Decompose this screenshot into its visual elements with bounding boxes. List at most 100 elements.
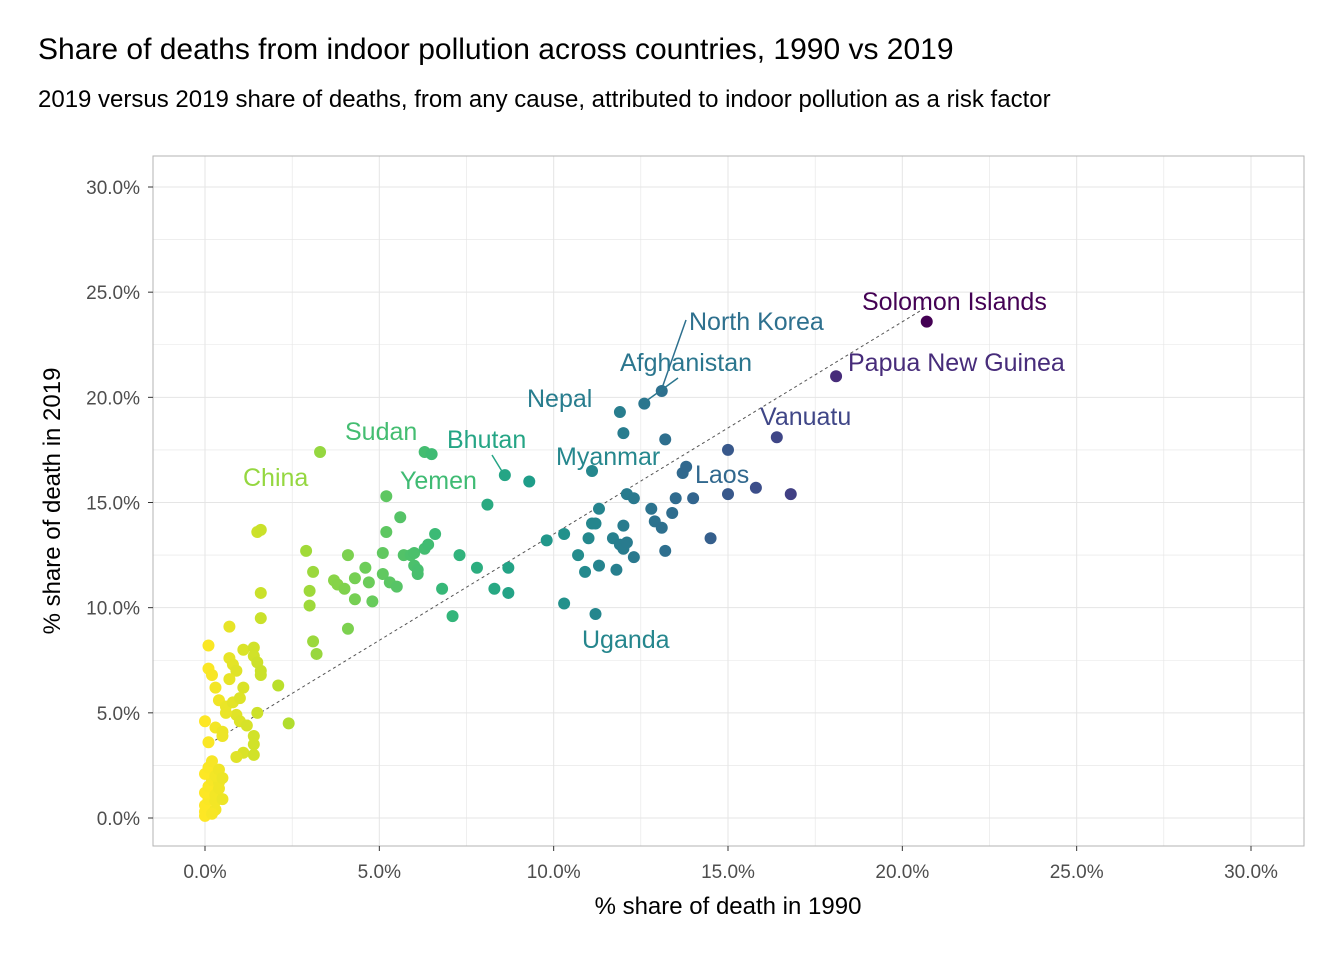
x-tick-label: 20.0% <box>875 862 929 883</box>
x-tick-label: 15.0% <box>701 862 755 883</box>
country-label: China <box>243 464 308 492</box>
data-point <box>704 532 717 545</box>
data-point <box>216 772 229 785</box>
data-point <box>341 622 354 635</box>
data-points <box>199 315 933 822</box>
data-point <box>722 443 734 456</box>
data-point <box>481 498 494 511</box>
data-point <box>572 549 585 562</box>
data-point <box>202 736 215 749</box>
y-axis-ticks: 0.0% 5.0% 10.0% 15.0% 20.0% 25.0% 30.0% <box>86 178 153 830</box>
data-point <box>254 523 267 536</box>
data-point <box>205 755 218 768</box>
country-label: Bhutan <box>447 426 526 454</box>
data-point <box>453 549 466 562</box>
x-tick-label: 0.0% <box>183 862 226 883</box>
data-point <box>307 635 320 648</box>
x-tick-label: 25.0% <box>1050 862 1104 883</box>
data-point <box>209 681 222 694</box>
data-point <box>669 492 682 505</box>
chart-subtitle: 2019 versus 2019 share of deaths, from a… <box>38 86 1051 113</box>
data-point <box>366 595 379 608</box>
data-point <box>408 546 421 559</box>
country-label: Vanuatu <box>760 403 851 431</box>
y-tick-label: 0.0% <box>97 809 140 830</box>
data-point <box>254 612 267 625</box>
data-point <box>770 431 783 444</box>
x-tick-label: 10.0% <box>527 862 581 883</box>
data-point <box>680 460 693 473</box>
data-point <box>307 565 320 578</box>
data-point <box>338 582 351 595</box>
x-axis-ticks: 0.0% 5.0% 10.0% 15.0% 20.0% 25.0% 30.0% <box>183 846 1278 883</box>
data-point <box>380 490 393 503</box>
data-point <box>310 647 323 660</box>
data-point <box>610 563 623 576</box>
data-point <box>240 719 253 732</box>
y-axis-title: % share of death in 2019 <box>39 368 66 635</box>
data-point <box>233 692 246 705</box>
y-tick-label: 30.0% <box>86 178 140 199</box>
data-point <box>920 315 933 328</box>
country-label: Yemen <box>400 467 477 495</box>
data-point <box>205 807 218 820</box>
data-point <box>523 475 536 488</box>
country-label: Solomon Islands <box>862 288 1047 316</box>
data-point <box>254 668 267 681</box>
data-point <box>659 433 672 446</box>
data-point <box>586 464 599 477</box>
data-point <box>436 582 449 595</box>
country-labels: Solomon Islands North Korea Papua New Guin… <box>243 288 1065 654</box>
data-point <box>254 586 267 599</box>
country-label: Afghanistan <box>620 349 752 377</box>
data-point <box>230 751 243 764</box>
country-label: Uganda <box>582 626 670 654</box>
data-point <box>592 559 605 572</box>
data-point <box>579 565 592 578</box>
data-point <box>502 586 515 599</box>
label-leader-lines <box>491 319 687 474</box>
data-point <box>502 561 515 574</box>
data-point <box>589 517 602 530</box>
data-point <box>627 492 640 505</box>
data-point <box>247 748 260 761</box>
country-label: Laos <box>695 461 749 489</box>
data-point <box>223 620 236 633</box>
data-point <box>645 502 658 515</box>
data-point <box>303 599 316 612</box>
data-point <box>498 469 511 482</box>
data-point <box>784 488 797 501</box>
data-point <box>341 549 354 562</box>
data-point <box>617 427 630 440</box>
data-point <box>216 793 229 806</box>
country-label: Papua New Guinea <box>848 349 1065 377</box>
data-point <box>230 664 243 677</box>
country-label: Sudan <box>345 418 417 446</box>
data-point <box>282 717 295 730</box>
data-point <box>272 679 285 692</box>
data-point <box>223 673 236 686</box>
data-point <box>205 668 218 681</box>
chart-title: Share of deaths from indoor pollution ac… <box>38 33 954 66</box>
data-point <box>247 738 260 751</box>
data-point <box>666 507 679 520</box>
country-label: North Korea <box>689 308 824 336</box>
data-point <box>429 528 442 541</box>
data-point <box>348 572 361 585</box>
data-point <box>411 568 424 581</box>
data-point <box>303 584 316 597</box>
data-point <box>390 580 403 593</box>
data-point <box>592 502 605 515</box>
data-point <box>589 607 602 620</box>
data-point <box>202 639 215 652</box>
data-point <box>314 446 327 459</box>
x-axis-title: % share of death in 1990 <box>595 893 862 920</box>
label-leader-line <box>660 319 687 392</box>
data-point <box>446 610 459 623</box>
data-point <box>216 729 229 742</box>
country-label: Myanmar <box>556 443 660 471</box>
data-point <box>540 534 553 547</box>
data-point <box>251 706 264 719</box>
data-point <box>199 715 211 728</box>
data-point <box>558 528 571 541</box>
